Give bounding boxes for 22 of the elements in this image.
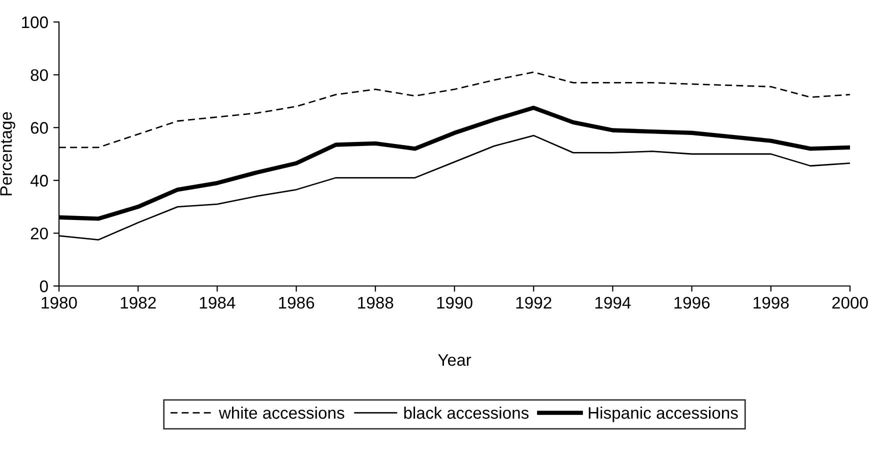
legend-label: white accessions: [218, 406, 344, 419]
x-tick-label: 2000: [832, 296, 868, 309]
x-tick-label: 1988: [358, 296, 394, 309]
x-tick-label: 1984: [200, 296, 236, 309]
y-tick-label: 80: [30, 69, 48, 82]
x-tick-label: 1982: [120, 296, 156, 309]
legend-label: black accessions: [404, 406, 529, 419]
y-tick-label: 0: [40, 280, 48, 292]
y-tick-label: 60: [30, 122, 48, 134]
x-tick-label: 1994: [595, 296, 631, 309]
legend-label: Hispanic accessions: [588, 406, 738, 422]
x-tick-label: 1992: [516, 296, 552, 309]
x-tick-label: 1996: [674, 296, 710, 309]
x-tick-label: 1990: [437, 296, 472, 309]
y-tick-label: 100: [22, 16, 48, 28]
x-tick-label: 1986: [279, 296, 314, 309]
y-tick-label: 40: [30, 174, 48, 187]
y-axis-title: Percentage: [0, 112, 16, 196]
x-tick-label: 1998: [754, 296, 789, 309]
y-tick-label: 20: [30, 228, 48, 240]
x-axis-title: Year: [438, 354, 472, 366]
x-tick-label: 1980: [42, 296, 77, 309]
